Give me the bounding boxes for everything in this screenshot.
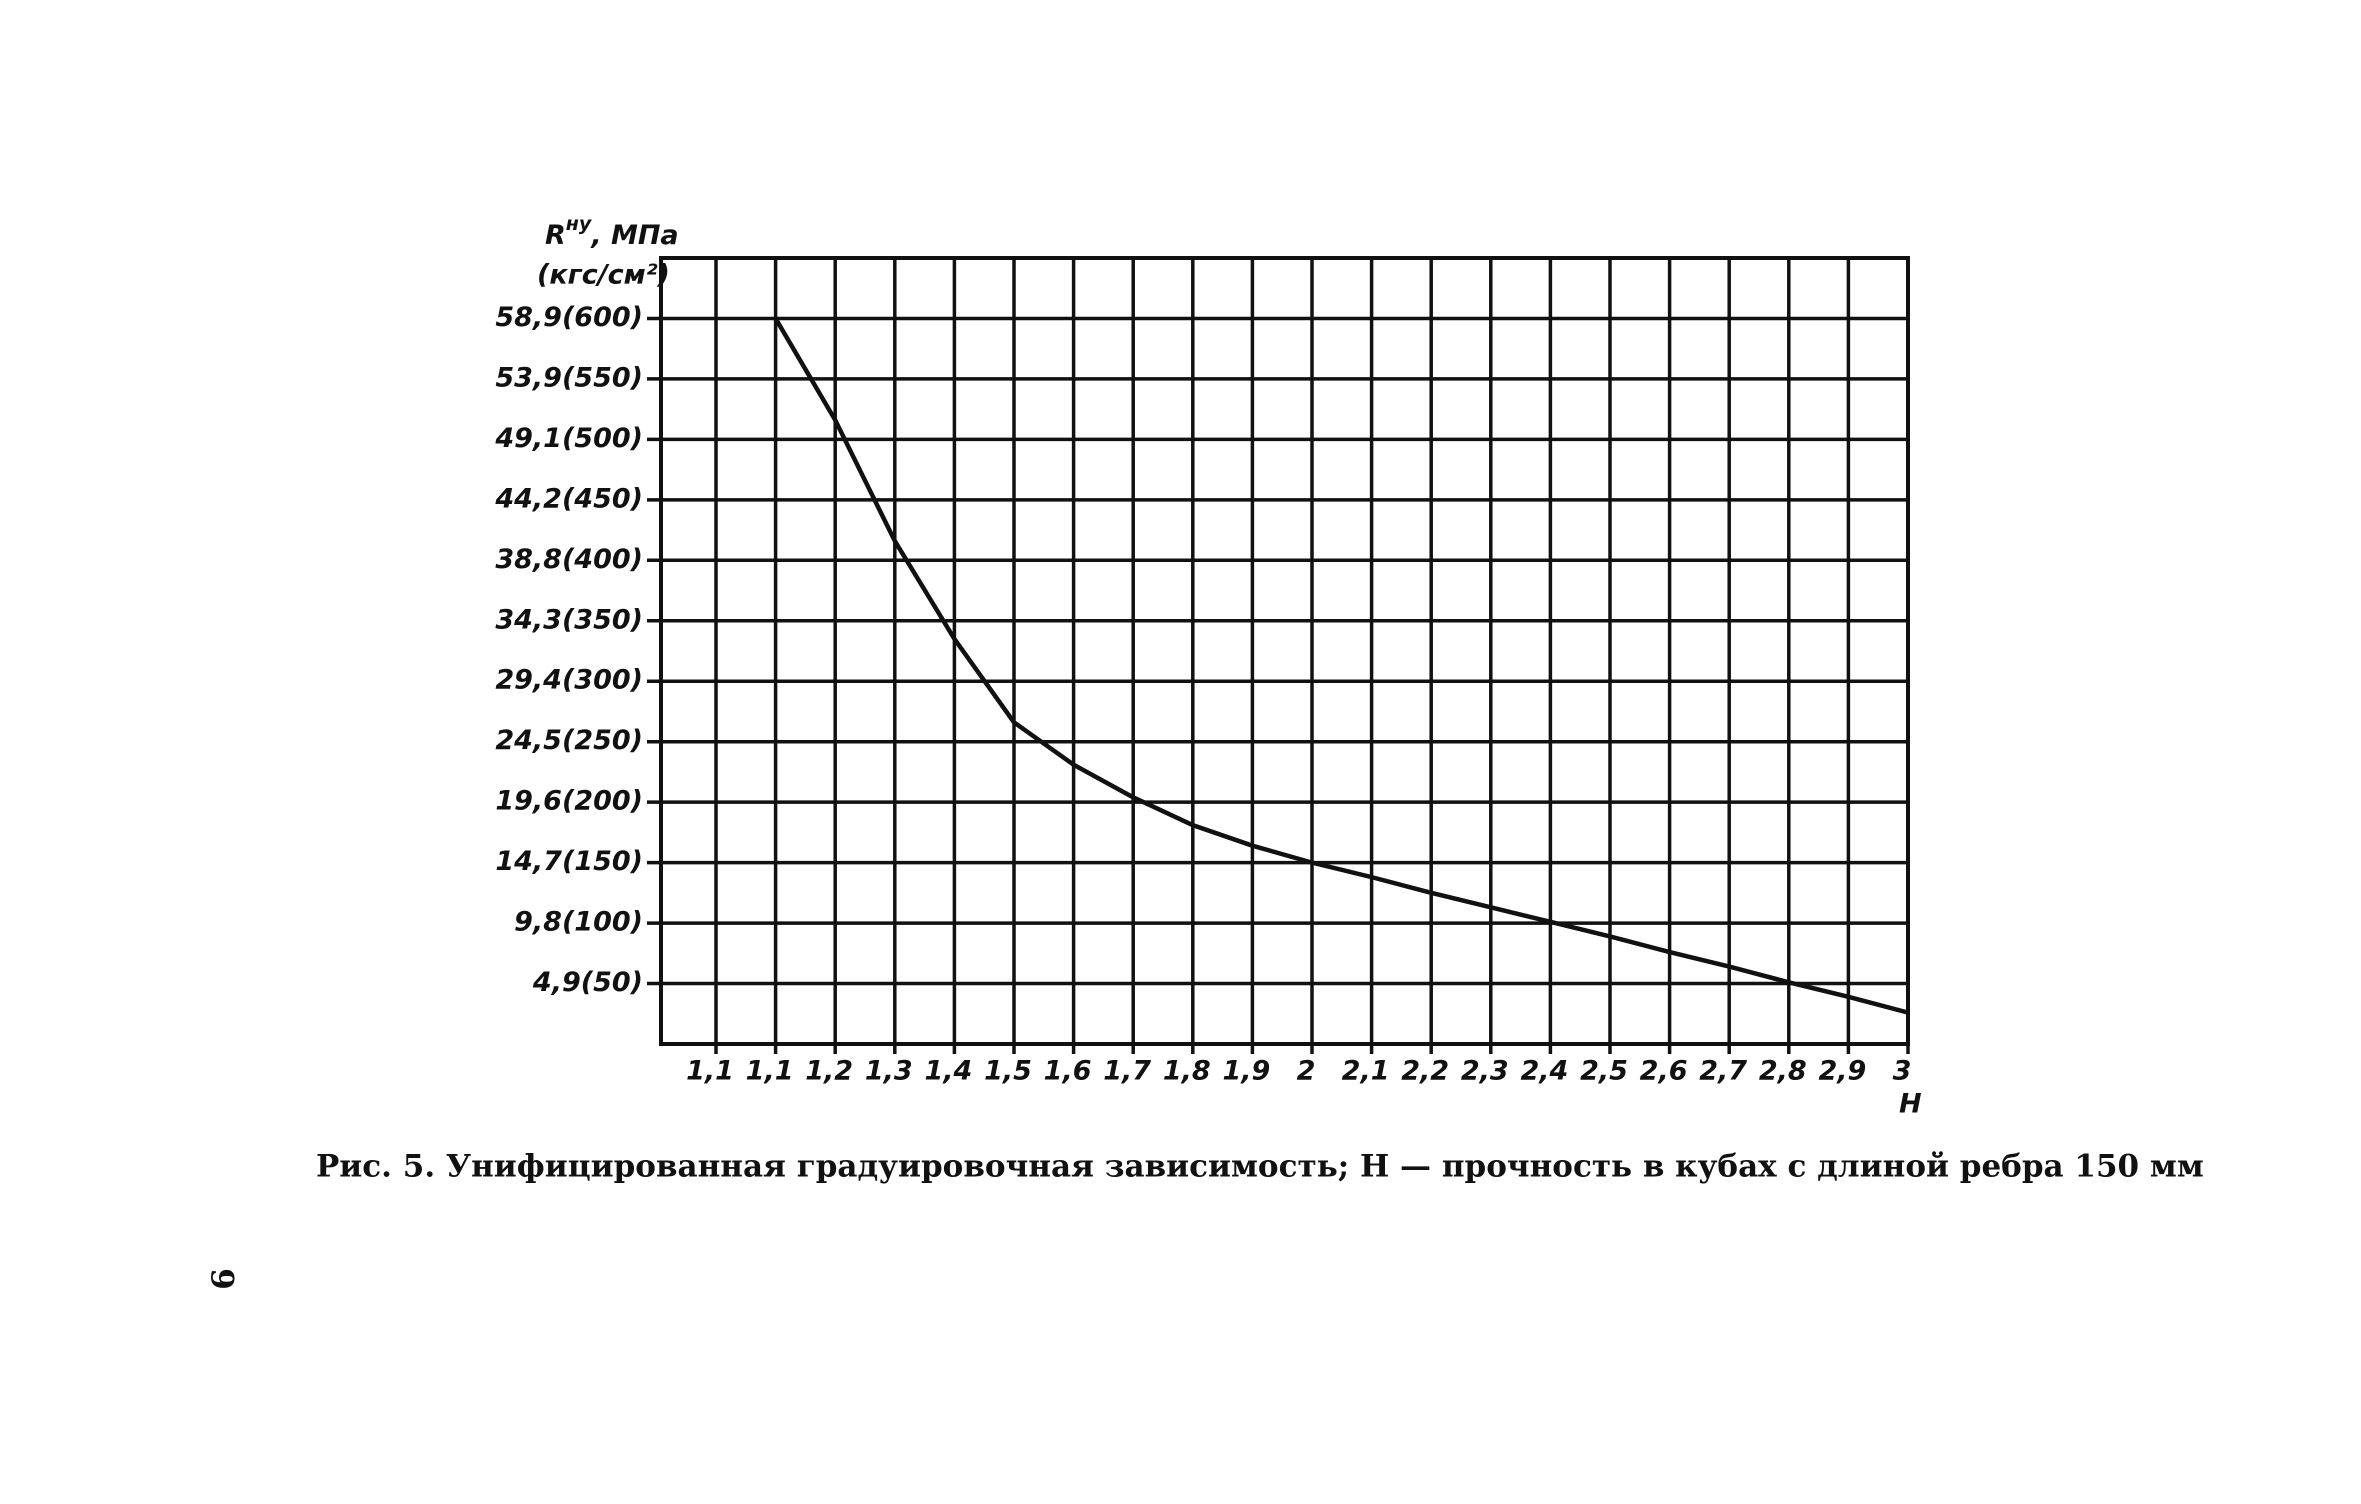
x-tick-label: 1,5 [984, 1056, 1032, 1087]
x-tick-label: 2,3 [1461, 1056, 1509, 1087]
x-tick-label: 2,5 [1580, 1056, 1628, 1087]
x-axis-label: H [1899, 1089, 1922, 1120]
x-tick-label: 2,7 [1699, 1056, 1747, 1087]
y-tick-label: 14,7(150) [495, 846, 643, 877]
x-tick-label: 1,9 [1222, 1056, 1270, 1087]
x-tick-label: 1,7 [1103, 1056, 1151, 1087]
data-line [773, 317, 1909, 1015]
y-label-symbol: R [545, 220, 566, 251]
x-tick-label: 2,8 [1759, 1056, 1807, 1087]
x-tick-label: 1,3 [865, 1056, 913, 1087]
y-tick-label: 53,9(550) [495, 362, 643, 393]
x-tick-label: 1,2 [805, 1056, 853, 1087]
x-tick-label: 2,6 [1640, 1056, 1688, 1087]
y-label-unit: , МПа [590, 220, 678, 251]
x-tick-label: 2,4 [1520, 1056, 1568, 1087]
y-tick-label: 4,9(50) [532, 967, 643, 998]
x-tick-label: 2,9 [1818, 1056, 1866, 1087]
x-tick-label: 2,2 [1401, 1056, 1449, 1087]
y-tick-label: 9,8(100) [514, 907, 643, 938]
x-tick-label: 1,8 [1163, 1056, 1211, 1087]
y-axis-unit: (кгс/см²) [537, 260, 670, 291]
x-tick-label: 1,4 [924, 1056, 972, 1087]
y-tick-label: 44,2(450) [494, 483, 643, 514]
page-number: 9 [204, 1268, 240, 1290]
y-tick-label: 29,4(300) [495, 665, 643, 696]
y-tick-label: 58,9(600) [495, 302, 643, 333]
y-tick-label: 19,6(200) [495, 786, 643, 817]
y-tick-label: 38,8(400) [495, 544, 643, 575]
x-tick-label: 3 [1893, 1056, 1912, 1087]
x-tick-label: 1,1 [746, 1056, 794, 1087]
y-tick-label: 34,3(350) [495, 604, 643, 635]
plot-frame [659, 256, 1910, 1046]
y-label-sup: ну [566, 213, 593, 235]
x-tick-label: 2,1 [1342, 1056, 1390, 1087]
figure-caption: Рис. 5. Унифицированная градуировочная з… [316, 1149, 2204, 1185]
y-tick-label: 49,1(500) [494, 423, 643, 454]
y-axis-label: Rну, МПа [545, 213, 679, 251]
x-tick-label: 1,6 [1044, 1056, 1092, 1087]
x-tick-label: 2 [1297, 1056, 1316, 1087]
y-tick-label: 24,5(250) [495, 725, 643, 756]
x-tick-label: 1,1 [686, 1056, 734, 1087]
